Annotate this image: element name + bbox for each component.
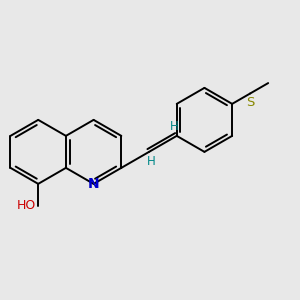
Text: HO: HO bbox=[16, 199, 35, 212]
Text: S: S bbox=[246, 96, 254, 109]
Text: N: N bbox=[88, 177, 99, 191]
Text: H: H bbox=[147, 155, 156, 168]
Text: H: H bbox=[170, 120, 178, 133]
